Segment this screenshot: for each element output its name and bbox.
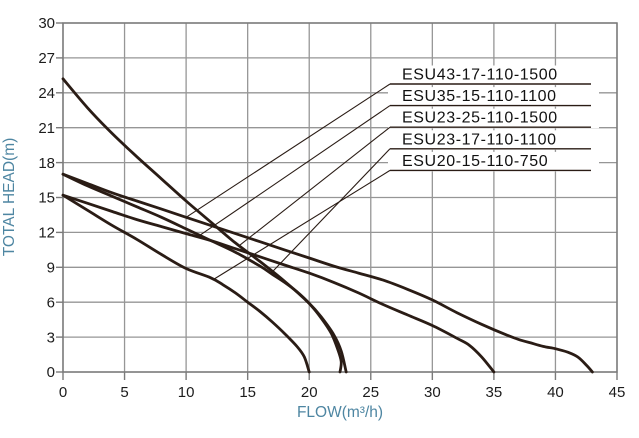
x-tick-label: 35 bbox=[486, 384, 503, 401]
x-tick-label: 10 bbox=[178, 384, 195, 401]
x-tick-label: 40 bbox=[547, 384, 564, 401]
y-tick-label: 15 bbox=[38, 190, 55, 207]
label-background-layer bbox=[388, 65, 599, 172]
series-label-ESU43-17-110-1500: ESU43-17-110-1500 bbox=[402, 67, 558, 84]
y-tick-label: 27 bbox=[38, 50, 55, 67]
series-label-ESU35-15-110-1100: ESU35-15-110-1100 bbox=[402, 88, 557, 105]
series-label-ESU23-17-110-1100: ESU23-17-110-1100 bbox=[402, 131, 557, 148]
x-tick-label: 0 bbox=[59, 384, 67, 401]
leader-line-ESU23-17-110-1100 bbox=[270, 148, 391, 274]
leader-line-ESU20-15-110-750 bbox=[214, 169, 391, 280]
tick-labels-layer: 0 5 10 15 20 25 30 35 40 45 0 3 6 9 12 15 18 21 24 27 30 bbox=[38, 15, 625, 401]
leader-line-ESU23-25-110-1500 bbox=[238, 126, 391, 247]
y-tick-label: 9 bbox=[47, 260, 55, 277]
y-tick-label: 3 bbox=[47, 329, 55, 346]
y-tick-label: 18 bbox=[38, 155, 55, 172]
y-tick-label: 24 bbox=[38, 85, 55, 102]
curve-ESU23-25-110-1500 bbox=[61, 77, 348, 374]
x-tick-label: 5 bbox=[120, 384, 128, 401]
curve-ESU23-17-110-1100 bbox=[61, 172, 343, 374]
x-tick-label: 25 bbox=[362, 384, 379, 401]
y-tick-label: 6 bbox=[47, 294, 55, 311]
series-label-ESU23-25-110-1500: ESU23-25-110-1500 bbox=[402, 110, 558, 127]
x-tick-label: 20 bbox=[301, 384, 318, 401]
label-backdrop bbox=[388, 65, 599, 85]
x-tick-label: 45 bbox=[609, 384, 626, 401]
curve-ESU20-15-110-750 bbox=[61, 193, 311, 374]
y-tick-label: 0 bbox=[47, 364, 55, 381]
x-axis-title: FLOW(m³/h) bbox=[297, 404, 383, 421]
label-backdrop bbox=[388, 151, 599, 172]
series-label-ESU20-15-110-750: ESU20-15-110-750 bbox=[402, 153, 548, 170]
curves-layer bbox=[61, 77, 594, 374]
label-backdrop bbox=[388, 108, 599, 129]
callouts-layer: ESU43-17-110-1500 ESU35-15-110-1100 ESU23-… bbox=[185, 67, 591, 280]
x-tick-label: 30 bbox=[424, 384, 441, 401]
label-backdrop bbox=[388, 87, 599, 107]
grid-layer bbox=[56, 22, 618, 380]
curve-ESU35-15-110-1100 bbox=[61, 193, 496, 374]
y-tick-label: 12 bbox=[38, 225, 55, 242]
leader-line-ESU35-15-110-1100 bbox=[196, 105, 391, 238]
y-tick-label: 30 bbox=[38, 15, 55, 32]
y-tick-label: 21 bbox=[38, 120, 55, 137]
y-axis-title: TOTAL HEAD(m) bbox=[1, 138, 18, 257]
label-backdrop bbox=[388, 130, 599, 150]
curve-ESU43-17-110-1500 bbox=[61, 172, 594, 374]
x-tick-label: 15 bbox=[239, 384, 256, 401]
leader-line-ESU43-17-110-1500 bbox=[185, 83, 391, 218]
